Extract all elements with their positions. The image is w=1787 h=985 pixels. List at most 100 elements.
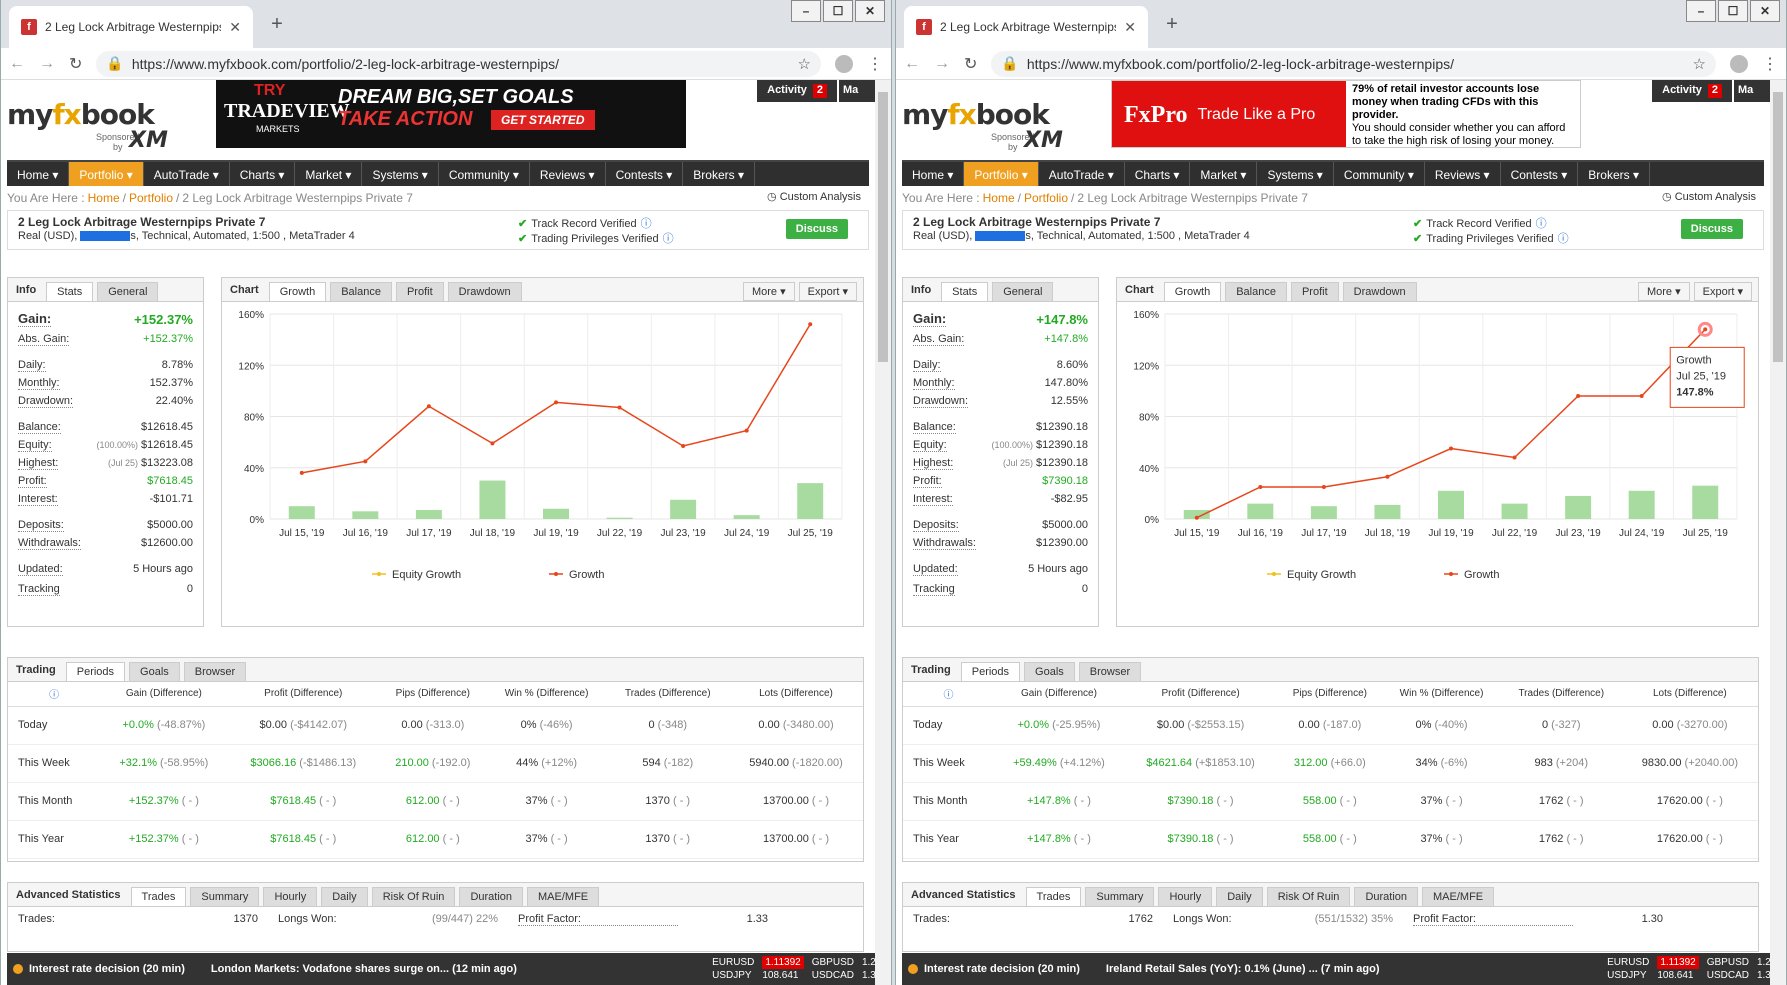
url-text[interactable]: https://www.myfxbook.com/portfolio/2-leg…: [1026, 55, 1455, 72]
address-bar[interactable]: 🔒 https://www.myfxbook.com/portfolio/2-l…: [991, 50, 1716, 77]
banner-cta[interactable]: GET STARTED: [491, 110, 595, 130]
tab-stats[interactable]: Stats: [941, 282, 989, 301]
tab-goals[interactable]: Goals: [1024, 662, 1075, 681]
tab-growth[interactable]: Growth: [1163, 282, 1222, 301]
menu-item-3[interactable]: Charts ▾: [230, 162, 296, 186]
help-icon[interactable]: ⓘ: [662, 233, 674, 245]
q-usdcad[interactable]: USDCAD: [1706, 970, 1749, 981]
crumb-portfolio[interactable]: Portfolio: [128, 191, 173, 205]
tab-close-icon[interactable]: ✕: [1124, 18, 1136, 35]
crumb-home[interactable]: Home: [982, 191, 1015, 205]
menu-item-3[interactable]: Charts ▾: [1125, 162, 1191, 186]
tab-balance[interactable]: Balance: [1225, 282, 1287, 301]
ma-menu[interactable]: Ma: [1734, 80, 1770, 102]
tab-risk-of-ruin[interactable]: Risk Of Ruin: [371, 887, 456, 906]
more-dropdown[interactable]: More ▾: [742, 282, 795, 301]
scrollbar[interactable]: [1770, 80, 1786, 985]
menu-item-2[interactable]: AutoTrade ▾: [1039, 162, 1125, 186]
browser-tab[interactable]: f 2 Leg Lock Arbitrage Westernpips ✕: [904, 6, 1148, 48]
new-tab-button[interactable]: +: [271, 12, 283, 35]
q-usdjpy[interactable]: USDJPY: [1607, 970, 1647, 981]
tab-drawdown[interactable]: Drawdown: [447, 282, 522, 301]
xm-logo[interactable]: XM: [1024, 128, 1063, 153]
profile-avatar-icon[interactable]: [1730, 54, 1748, 73]
close-window-button[interactable]: ✕: [1750, 0, 1780, 22]
crumb-portfolio[interactable]: Portfolio: [1023, 191, 1068, 205]
q-eurusd[interactable]: EURUSD: [712, 957, 755, 968]
activity-button[interactable]: Activity 2: [757, 80, 837, 102]
new-tab-button[interactable]: +: [1166, 12, 1178, 35]
export-dropdown[interactable]: Export ▾: [798, 282, 857, 301]
tab-daily[interactable]: Daily: [321, 887, 368, 906]
export-dropdown[interactable]: Export ▾: [1693, 282, 1752, 301]
myfxbook-logo[interactable]: myfxbook: [902, 98, 1050, 131]
menu-kebab-icon[interactable]: ⋮: [867, 55, 883, 73]
menu-item-5[interactable]: Systems ▾: [362, 162, 439, 186]
menu-item-1[interactable]: Portfolio ▾: [69, 162, 144, 186]
menu-item-7[interactable]: Reviews ▾: [1425, 162, 1501, 186]
help-icon[interactable]: ⓘ: [1535, 218, 1547, 230]
menu-item-7[interactable]: Reviews ▾: [530, 162, 606, 186]
reload-icon[interactable]: ↻: [964, 55, 978, 73]
more-dropdown[interactable]: More ▾: [1637, 282, 1690, 301]
activity-button[interactable]: Activity 2: [1652, 80, 1732, 102]
address-bar[interactable]: 🔒 https://www.myfxbook.com/portfolio/2-l…: [96, 50, 821, 77]
ma-menu[interactable]: Ma: [839, 80, 875, 102]
menu-item-9[interactable]: Brokers ▾: [683, 162, 755, 186]
tab-drawdown[interactable]: Drawdown: [1342, 282, 1417, 301]
menu-kebab-icon[interactable]: ⋮: [1762, 55, 1778, 73]
tab-profit[interactable]: Profit: [395, 282, 444, 301]
tab-periods[interactable]: Periods: [960, 662, 1021, 681]
menu-item-8[interactable]: Contests ▾: [1501, 162, 1579, 186]
discuss-button[interactable]: Discuss: [785, 219, 848, 239]
help-icon[interactable]: ⓘ: [49, 690, 60, 702]
tab-summary[interactable]: Summary: [190, 887, 260, 906]
tab-risk-of-ruin[interactable]: Risk Of Ruin: [1266, 887, 1351, 906]
tab-growth[interactable]: Growth: [268, 282, 327, 301]
menu-item-6[interactable]: Community ▾: [439, 162, 530, 186]
tab-trades[interactable]: Trades: [1025, 887, 1082, 906]
discuss-button[interactable]: Discuss: [1680, 219, 1743, 239]
menu-item-5[interactable]: Systems ▾: [1257, 162, 1334, 186]
news-item-1[interactable]: Interest rate decision (20 min): [924, 963, 1080, 975]
tab-mae-mfe[interactable]: MAE/MFE: [527, 887, 600, 906]
q-gbpusd[interactable]: GBPUSD: [1706, 957, 1749, 968]
close-window-button[interactable]: ✕: [855, 0, 885, 22]
profile-avatar-icon[interactable]: [835, 54, 853, 73]
menu-item-9[interactable]: Brokers ▾: [1578, 162, 1650, 186]
tab-hourly[interactable]: Hourly: [263, 887, 318, 906]
tab-duration[interactable]: Duration: [1354, 887, 1419, 906]
ad-banner[interactable]: TRY TRADEVIEW MARKETS DREAM BIG,SET GOAL…: [216, 80, 686, 148]
menu-item-4[interactable]: Market ▾: [1190, 162, 1258, 186]
ad-banner[interactable]: FxPro Trade Like a Pro 79% of retail inv…: [1111, 80, 1581, 148]
tab-periods[interactable]: Periods: [65, 662, 126, 681]
q-eurusd[interactable]: EURUSD: [1607, 957, 1650, 968]
tab-browser[interactable]: Browser: [1078, 662, 1142, 681]
url-text[interactable]: https://www.myfxbook.com/portfolio/2-leg…: [131, 55, 560, 72]
back-arrow-icon[interactable]: ←: [904, 54, 920, 72]
crumb-home[interactable]: Home: [87, 191, 120, 205]
maximize-button[interactable]: ☐: [1718, 0, 1748, 22]
tab-daily[interactable]: Daily: [1216, 887, 1263, 906]
tab-goals[interactable]: Goals: [129, 662, 180, 681]
help-icon[interactable]: ⓘ: [943, 690, 954, 702]
tab-trades[interactable]: Trades: [130, 887, 187, 906]
tab-profit[interactable]: Profit: [1290, 282, 1339, 301]
tab-browser[interactable]: Browser: [183, 662, 247, 681]
tab-duration[interactable]: Duration: [459, 887, 524, 906]
minimize-button[interactable]: –: [791, 0, 821, 22]
tab-hourly[interactable]: Hourly: [1158, 887, 1213, 906]
scrollbar[interactable]: [875, 80, 891, 985]
tab-general[interactable]: General: [97, 282, 159, 301]
menu-item-6[interactable]: Community ▾: [1334, 162, 1425, 186]
growth-chart[interactable]: 160% 120% 80% 40% 0% Jul 15, '19 Jul 16, '19 Ju…: [222, 304, 863, 626]
menu-item-2[interactable]: AutoTrade ▾: [144, 162, 230, 186]
scroll-thumb[interactable]: [1773, 92, 1783, 362]
menu-item-4[interactable]: Market ▾: [295, 162, 363, 186]
menu-item-8[interactable]: Contests ▾: [606, 162, 684, 186]
minimize-button[interactable]: –: [1686, 0, 1716, 22]
forward-arrow-icon[interactable]: →: [39, 54, 55, 72]
q-gbpusd[interactable]: GBPUSD: [811, 957, 854, 968]
help-icon[interactable]: ⓘ: [640, 218, 652, 230]
reload-icon[interactable]: ↻: [69, 55, 83, 73]
